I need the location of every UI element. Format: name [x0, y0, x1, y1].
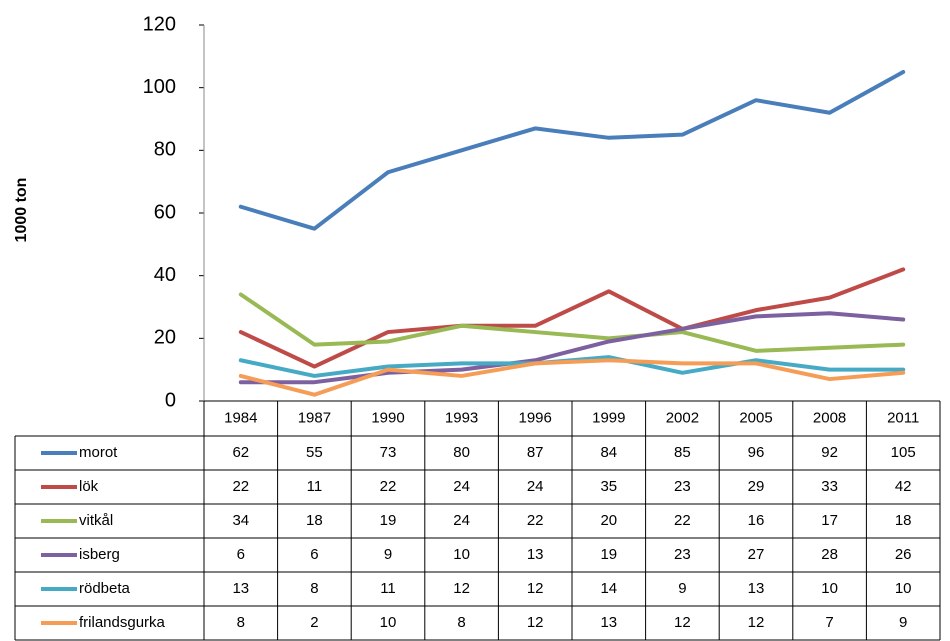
table-value: 8 — [310, 580, 318, 597]
table-value: 18 — [895, 512, 912, 529]
table-value: 12 — [748, 614, 765, 631]
table-value: 20 — [600, 512, 617, 529]
table-value: 12 — [453, 580, 470, 597]
table-value: 19 — [380, 512, 397, 529]
x-tick-label: 1987 — [298, 409, 331, 426]
table-value: 14 — [600, 580, 617, 597]
table-value: 6 — [237, 546, 245, 563]
table-value: 12 — [527, 614, 544, 631]
x-tick-label: 1999 — [592, 409, 625, 426]
table-value: 13 — [527, 546, 544, 563]
legend-label: rödbeta — [79, 580, 131, 597]
table-value: 12 — [527, 580, 544, 597]
table-value: 42 — [895, 478, 912, 495]
table-value: 87 — [527, 444, 544, 461]
series-line — [238, 358, 906, 397]
table-value: 13 — [600, 614, 617, 631]
table-value: 24 — [453, 512, 470, 529]
x-tick-label: 1984 — [224, 409, 257, 426]
table-value: 84 — [600, 444, 617, 461]
table-value: 73 — [380, 444, 397, 461]
legend-label: morot — [79, 444, 118, 461]
table-value: 13 — [748, 580, 765, 597]
table-value: 80 — [453, 444, 470, 461]
table-value: 16 — [748, 512, 765, 529]
y-tick-label: 0 — [165, 389, 176, 411]
table-value: 17 — [821, 512, 838, 529]
table-value: 23 — [674, 546, 691, 563]
y-tick-label: 120 — [143, 13, 176, 35]
x-tick-label: 1990 — [371, 409, 404, 426]
table-value: 27 — [748, 546, 765, 563]
x-tick-label: 1996 — [519, 409, 552, 426]
legend-label: vitkål — [79, 512, 113, 529]
legend-label: frilandsgurka — [79, 614, 166, 631]
table-value: 24 — [527, 478, 544, 495]
table-value: 10 — [821, 580, 838, 597]
table-value: 29 — [748, 478, 765, 495]
legend-label: lök — [79, 478, 99, 495]
series-line — [238, 70, 906, 231]
x-tick-label: 2002 — [666, 409, 699, 426]
table-value: 7 — [825, 614, 833, 631]
table-value: 34 — [232, 512, 249, 529]
table-value: 13 — [232, 580, 249, 597]
table-value: 9 — [384, 546, 392, 563]
table-value: 23 — [674, 478, 691, 495]
table-value: 8 — [457, 614, 465, 631]
table-value: 92 — [821, 444, 838, 461]
table-value: 12 — [674, 614, 691, 631]
table-value: 96 — [748, 444, 765, 461]
table-value: 24 — [453, 478, 470, 495]
table-value: 11 — [307, 478, 323, 495]
table-value: 11 — [380, 580, 396, 597]
series-line — [238, 311, 906, 385]
table-value: 9 — [678, 580, 686, 597]
table-value: 10 — [380, 614, 397, 631]
table-value: 9 — [899, 614, 907, 631]
x-tick-label: 2011 — [887, 409, 919, 426]
table-value: 22 — [527, 512, 544, 529]
table-value: 33 — [821, 478, 838, 495]
table-value: 19 — [600, 546, 617, 563]
series-line — [238, 267, 906, 369]
table-value: 22 — [380, 478, 397, 495]
y-tick-label: 40 — [154, 264, 176, 286]
table-value: 35 — [600, 478, 617, 495]
table-value: 28 — [821, 546, 838, 563]
y-axis-label: 1000 ton — [13, 178, 30, 243]
table-value: 10 — [453, 546, 470, 563]
y-tick-label: 80 — [154, 139, 176, 161]
table-value: 85 — [674, 444, 691, 461]
x-tick-label: 2005 — [739, 409, 772, 426]
legend-label: isberg — [79, 546, 120, 563]
x-tick-label: 2008 — [813, 409, 846, 426]
series-line — [238, 292, 906, 353]
y-tick-label: 20 — [154, 327, 176, 349]
table-value: 18 — [306, 512, 323, 529]
x-tick-label: 1993 — [445, 409, 478, 426]
table-value: 62 — [232, 444, 249, 461]
table-value: 105 — [891, 444, 916, 461]
table-value: 55 — [306, 444, 323, 461]
table-value: 6 — [310, 546, 318, 563]
table-value: 10 — [895, 580, 912, 597]
table-value: 22 — [232, 478, 249, 495]
y-tick-label: 100 — [143, 76, 176, 98]
table-value: 2 — [310, 614, 318, 631]
table-value: 8 — [237, 614, 245, 631]
table-value: 22 — [674, 512, 691, 529]
table-value: 26 — [895, 546, 912, 563]
y-tick-label: 60 — [154, 201, 176, 223]
